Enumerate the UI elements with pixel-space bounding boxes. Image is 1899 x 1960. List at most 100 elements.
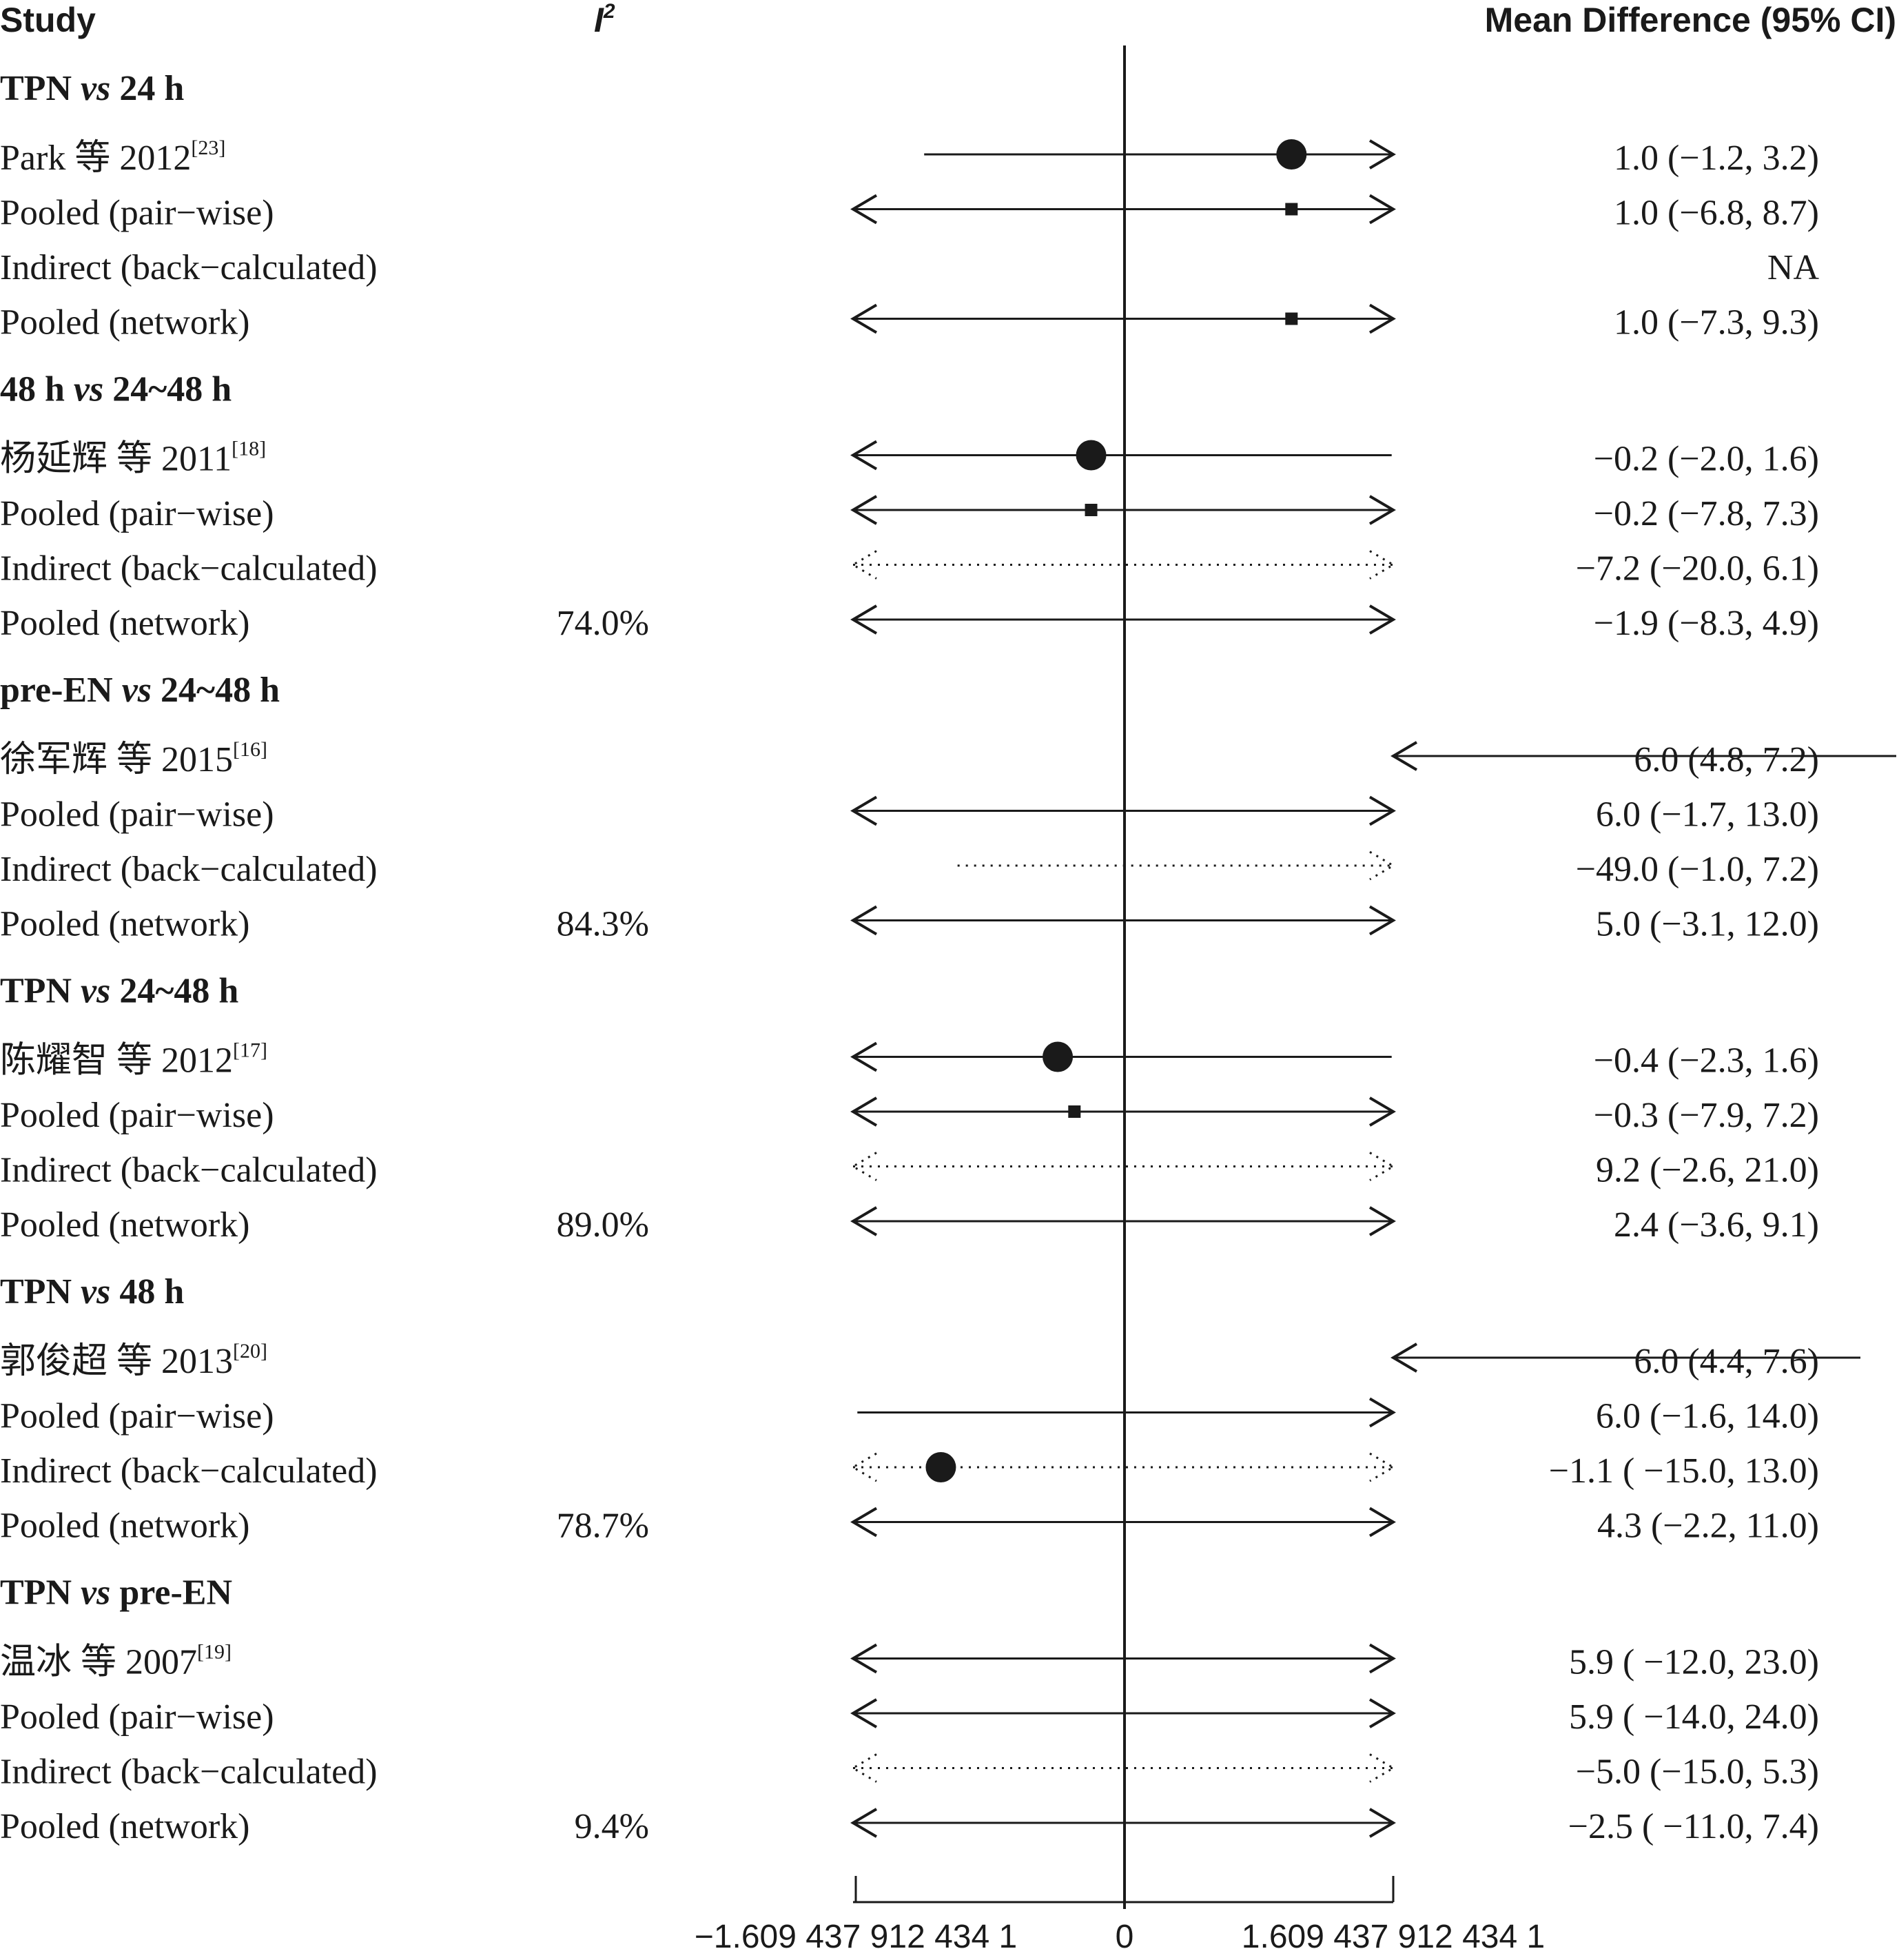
group-title: TPN vs 24~48 h xyxy=(0,972,238,1011)
study-name: Park 等 2012 xyxy=(0,139,191,178)
forest-row: Indirect (back−calculated) −49.0 (−1.0, 7… xyxy=(0,850,1819,889)
group-title: TPN vs pre-EN xyxy=(0,1573,232,1613)
study-label: Pooled (network) xyxy=(0,905,249,944)
group-title-part: 24~48 h xyxy=(152,671,280,710)
study-name: Pooled (network) xyxy=(0,1507,249,1546)
ci-arrow-left xyxy=(851,550,877,580)
group-title-part: pre-EN xyxy=(110,1573,232,1613)
forest-row: Indirect (back−calculated) 9.2 (−2.6, 21.… xyxy=(0,1151,1819,1190)
ci-text: −49.0 (−1.0, 7.2) xyxy=(1576,850,1819,889)
study-name: Pooled (network) xyxy=(0,905,249,944)
ci-arrow-right xyxy=(1369,850,1395,881)
group-3: pre-EN vs 24~48 h 徐军辉 等 2015[16] 6.0 (4.8,… xyxy=(0,671,1896,944)
study-name: Indirect (back−calculated) xyxy=(0,1151,378,1190)
study-label: Pooled (network) xyxy=(0,604,249,643)
point-estimate xyxy=(1068,1105,1081,1118)
ci-arrow-left xyxy=(850,604,878,635)
forest-row: 徐军辉 等 2015[16] 6.0 (4.8, 7.2) xyxy=(0,738,1896,779)
study-name: 温冰 等 2007 xyxy=(0,1643,197,1682)
study-label: Indirect (back−calculated) xyxy=(0,1151,378,1190)
ci-text: −7.2 (−20.0, 6.1) xyxy=(1576,549,1819,589)
ci-arrow-left xyxy=(850,440,878,471)
study-name: Indirect (back−calculated) xyxy=(0,1451,378,1491)
study-name: 杨延辉 等 2011 xyxy=(0,440,232,479)
group-title-vs: vs xyxy=(81,972,110,1011)
ci-arrow-right xyxy=(1368,495,1396,525)
study-label: 陈耀智 等 2012[17] xyxy=(0,1039,267,1081)
ci-arrow-right xyxy=(1369,550,1395,580)
group-title: TPN vs 24 h xyxy=(0,69,184,108)
ci-text: 6.0 (4.8, 7.2) xyxy=(1634,740,1819,779)
forest-row: Pooled (network) 74.0% −1.9 (−8.3, 4.9) xyxy=(0,604,1819,643)
point-estimate xyxy=(1276,139,1307,170)
forest-row: Pooled (pair−wise) −0.2 (−7.8, 7.3) xyxy=(0,494,1819,533)
ci-text: −2.5 ( −11.0, 7.4) xyxy=(1568,1807,1819,1846)
point-estimate xyxy=(1076,440,1107,471)
ci-arrow-right xyxy=(1369,1452,1395,1482)
group-title-part: 24~48 h xyxy=(110,972,238,1011)
i2-value: 89.0% xyxy=(557,1205,649,1245)
forest-row: Indirect (back−calculated) −5.0 (−15.0, 5… xyxy=(0,1753,1819,1792)
study-label: Pooled (network) xyxy=(0,1507,249,1546)
forest-row: Park 等 2012[23] 1.0 (−1.2, 3.2) xyxy=(0,136,1819,178)
group-title-vs: vs xyxy=(122,671,152,710)
study-label: Pooled (network) xyxy=(0,1205,249,1245)
ci-text: 4.3 (−2.2, 11.0) xyxy=(1597,1507,1819,1546)
ci-text: 2.4 (−3.6, 9.1) xyxy=(1614,1205,1819,1245)
study-label: Pooled (pair−wise) xyxy=(0,1397,274,1436)
forest-row: Pooled (pair−wise) 6.0 (−1.6, 14.0) xyxy=(0,1397,1819,1436)
point-estimate xyxy=(925,1452,956,1482)
study-label: Pooled (pair−wise) xyxy=(0,494,274,533)
group-title: TPN vs 48 h xyxy=(0,1272,184,1311)
i2-value: 74.0% xyxy=(557,604,649,643)
study-column-header: Study xyxy=(0,1,96,39)
forest-row: Indirect (back−calculated) NA xyxy=(0,248,1819,287)
ci-arrow-left xyxy=(850,1643,878,1674)
ci-arrow-right xyxy=(1368,905,1396,936)
group-1: TPN vs 24 h Park 等 2012[23] 1.0 (−1.2, 3.2… xyxy=(0,69,1819,343)
study-label: Indirect (back−calculated) xyxy=(0,1753,378,1792)
study-label: Pooled (pair−wise) xyxy=(0,795,274,835)
ci-text: NA xyxy=(1767,248,1820,287)
ci-arrow-right xyxy=(1368,1507,1396,1538)
study-name: Pooled (network) xyxy=(0,1807,249,1846)
study-name: Indirect (back−calculated) xyxy=(0,549,378,589)
forest-row: Pooled (network) 84.3% 5.0 (−3.1, 12.0) xyxy=(0,905,1819,944)
x-axis: −1.609 437 912 434 1 0 1.609 437 912 434 1 xyxy=(695,1876,1545,1955)
study-name: Pooled (pair−wise) xyxy=(0,194,274,233)
ci-text: −1.9 (−8.3, 4.9) xyxy=(1594,604,1819,643)
ci-text: 1.0 (−1.2, 3.2) xyxy=(1614,139,1819,178)
ci-arrow-right xyxy=(1368,1206,1396,1236)
i2-header-letter: I xyxy=(594,1,604,39)
forest-row: 郭俊超 等 2013[20] 6.0 (4.4, 7.6) xyxy=(0,1340,1860,1381)
study-label: 徐军辉 等 2015[16] xyxy=(0,738,267,779)
ci-text: 6.0 (−1.7, 13.0) xyxy=(1596,795,1819,835)
group-title-vs: vs xyxy=(81,1272,110,1311)
axis-tick-label: 1.609 437 912 434 1 xyxy=(1242,1919,1545,1955)
i2-value: 78.7% xyxy=(557,1507,649,1546)
ci-arrow-left xyxy=(851,1452,877,1482)
group-6: TPN vs pre-EN 温冰 等 2007[19] 5.9 ( −12.0, 2… xyxy=(0,1573,1819,1847)
forest-row: 温冰 等 2007[19] 5.9 ( −12.0, 23.0) xyxy=(0,1641,1819,1682)
study-name: 郭俊超 等 2013 xyxy=(0,1342,233,1381)
study-name: Pooled (pair−wise) xyxy=(0,795,274,835)
ci-arrow-right xyxy=(1368,1643,1396,1674)
ci-arrow-left xyxy=(850,1041,878,1072)
ci-arrow-right xyxy=(1368,194,1396,225)
group-title-vs: vs xyxy=(74,370,103,409)
ci-text: 1.0 (−7.3, 9.3) xyxy=(1614,303,1819,343)
study-label: Indirect (back−calculated) xyxy=(0,248,378,287)
study-name: Pooled (network) xyxy=(0,604,249,643)
ci-text: −0.2 (−7.8, 7.3) xyxy=(1594,494,1819,533)
ci-arrow-left xyxy=(1390,1343,1418,1373)
forest-row: Pooled (pair−wise) 1.0 (−6.8, 8.7) xyxy=(0,194,1819,233)
group-title-vs: vs xyxy=(81,1573,110,1613)
forest-row: Pooled (network) 1.0 (−7.3, 9.3) xyxy=(0,303,1819,343)
study-label: Pooled (network) xyxy=(0,303,249,343)
ci-text: 6.0 (−1.6, 14.0) xyxy=(1596,1397,1819,1436)
forest-row: Pooled (network) 89.0% 2.4 (−3.6, 9.1) xyxy=(0,1205,1819,1245)
group-title-part: TPN xyxy=(0,69,81,108)
forest-row: Pooled (pair−wise) 6.0 (−1.7, 13.0) xyxy=(0,795,1819,835)
point-estimate xyxy=(1085,504,1098,516)
